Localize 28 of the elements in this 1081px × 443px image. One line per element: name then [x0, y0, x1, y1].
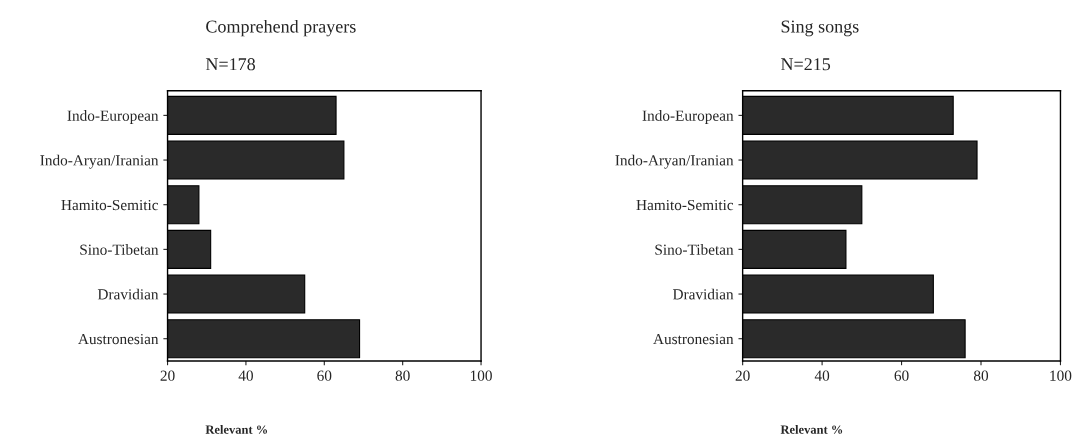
- x-tick-label: 100: [1050, 370, 1072, 381]
- x-tick-label: 40: [238, 370, 253, 381]
- x-tick-label: 60: [894, 370, 909, 381]
- x-tick-label: 80: [973, 370, 989, 381]
- x-axis-title: Relevant %: [780, 425, 843, 434]
- y-tick-label: Hamito-Semitic: [636, 199, 734, 211]
- y-tick-label: Indo-Aryan/Iranian: [40, 154, 159, 169]
- chart-subtitle: N=178: [205, 58, 256, 71]
- y-tick-label: Austronesian: [653, 333, 734, 345]
- y-tick-label: Austronesian: [78, 333, 159, 345]
- y-tick-label: Indo-European: [642, 110, 734, 124]
- x-tick-label: 60: [317, 370, 332, 381]
- y-tick-label: Dravidian: [97, 288, 159, 300]
- chart-title: Sing songs: [781, 20, 859, 37]
- x-tick-label: 80: [395, 370, 410, 381]
- x-axis-title: Relevant %: [205, 425, 268, 434]
- x-tick-label: 40: [814, 370, 830, 381]
- y-tick-label: Dravidian: [672, 288, 734, 300]
- y-tick-label: Sino-Tibetan: [655, 244, 734, 255]
- x-tick-label: 20: [735, 370, 750, 381]
- y-tick-label: Sino-Tibetan: [80, 244, 159, 255]
- chart-subtitle: N=215: [781, 58, 831, 71]
- x-tick-label: 100: [470, 370, 492, 381]
- chart-title: Comprehend prayers: [206, 19, 356, 37]
- x-tick-label: 20: [160, 370, 175, 381]
- y-tick-label: Hamito-Semitic: [61, 199, 159, 211]
- y-tick-label: Indo-Aryan/Iranian: [615, 154, 734, 169]
- y-tick-label: Indo-European: [67, 110, 159, 124]
